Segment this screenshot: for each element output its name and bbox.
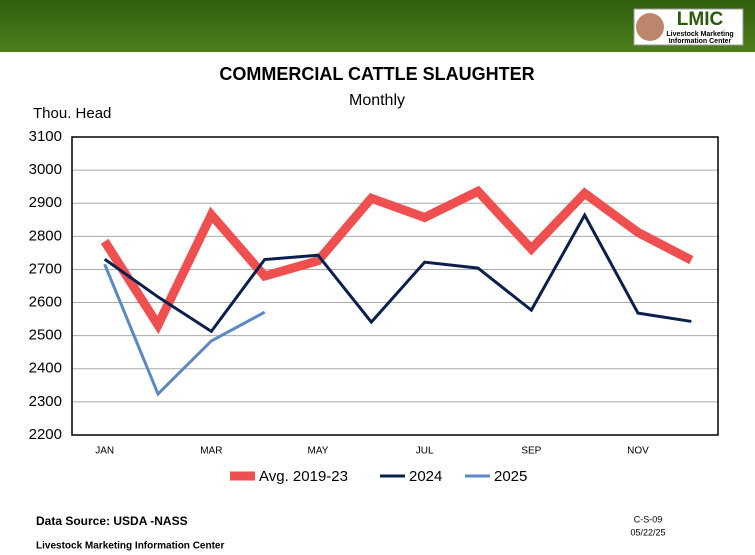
footer-date: 05/22/25 bbox=[630, 527, 665, 537]
y-tick-label: 2500 bbox=[29, 327, 62, 344]
y-tick-label: 2300 bbox=[29, 393, 62, 410]
logo-line: Livestock Marketing bbox=[666, 31, 733, 38]
y-tick-label: 2700 bbox=[29, 260, 62, 277]
y-tick-label: 2400 bbox=[29, 360, 62, 377]
legend-label: Avg. 2019-23 bbox=[259, 468, 348, 485]
x-tick-label: JAN bbox=[95, 446, 114, 457]
footer-code: C-S-09 bbox=[634, 514, 663, 524]
y-tick-label: 3100 bbox=[29, 128, 62, 145]
series-line bbox=[103, 212, 692, 334]
legend-label: 2024 bbox=[409, 468, 442, 485]
y-tick-label: 2900 bbox=[29, 194, 62, 211]
y-tick-label: 2600 bbox=[29, 294, 62, 311]
x-tick-label: MAR bbox=[200, 446, 222, 457]
y-tick-label: 2200 bbox=[29, 426, 62, 443]
chart-subtitle: Monthly bbox=[349, 92, 405, 109]
y-tick-label: 3000 bbox=[29, 161, 62, 178]
series-line bbox=[100, 185, 694, 335]
y-axis-label: Thou. Head bbox=[33, 105, 111, 122]
x-tick-label: NOV bbox=[627, 446, 649, 457]
series-line bbox=[103, 263, 266, 397]
x-tick-label: MAY bbox=[308, 446, 329, 457]
footer-source: Data Source: USDA -NASS bbox=[36, 514, 188, 528]
x-tick-label: JUL bbox=[416, 446, 434, 457]
logo-icon bbox=[636, 13, 664, 41]
y-tick-label: 2800 bbox=[29, 227, 62, 244]
logo-text: LMIC bbox=[677, 9, 724, 30]
logo-line: Information Center bbox=[669, 38, 732, 45]
footer-org: Livestock Marketing Information Center bbox=[36, 541, 224, 552]
legend-label: 2025 bbox=[494, 468, 527, 485]
x-tick-label: SEP bbox=[521, 446, 541, 457]
chart-title: COMMERCIAL CATTLE SLAUGHTER bbox=[219, 64, 534, 84]
header-bar bbox=[0, 0, 755, 52]
plot-border bbox=[71, 136, 719, 436]
